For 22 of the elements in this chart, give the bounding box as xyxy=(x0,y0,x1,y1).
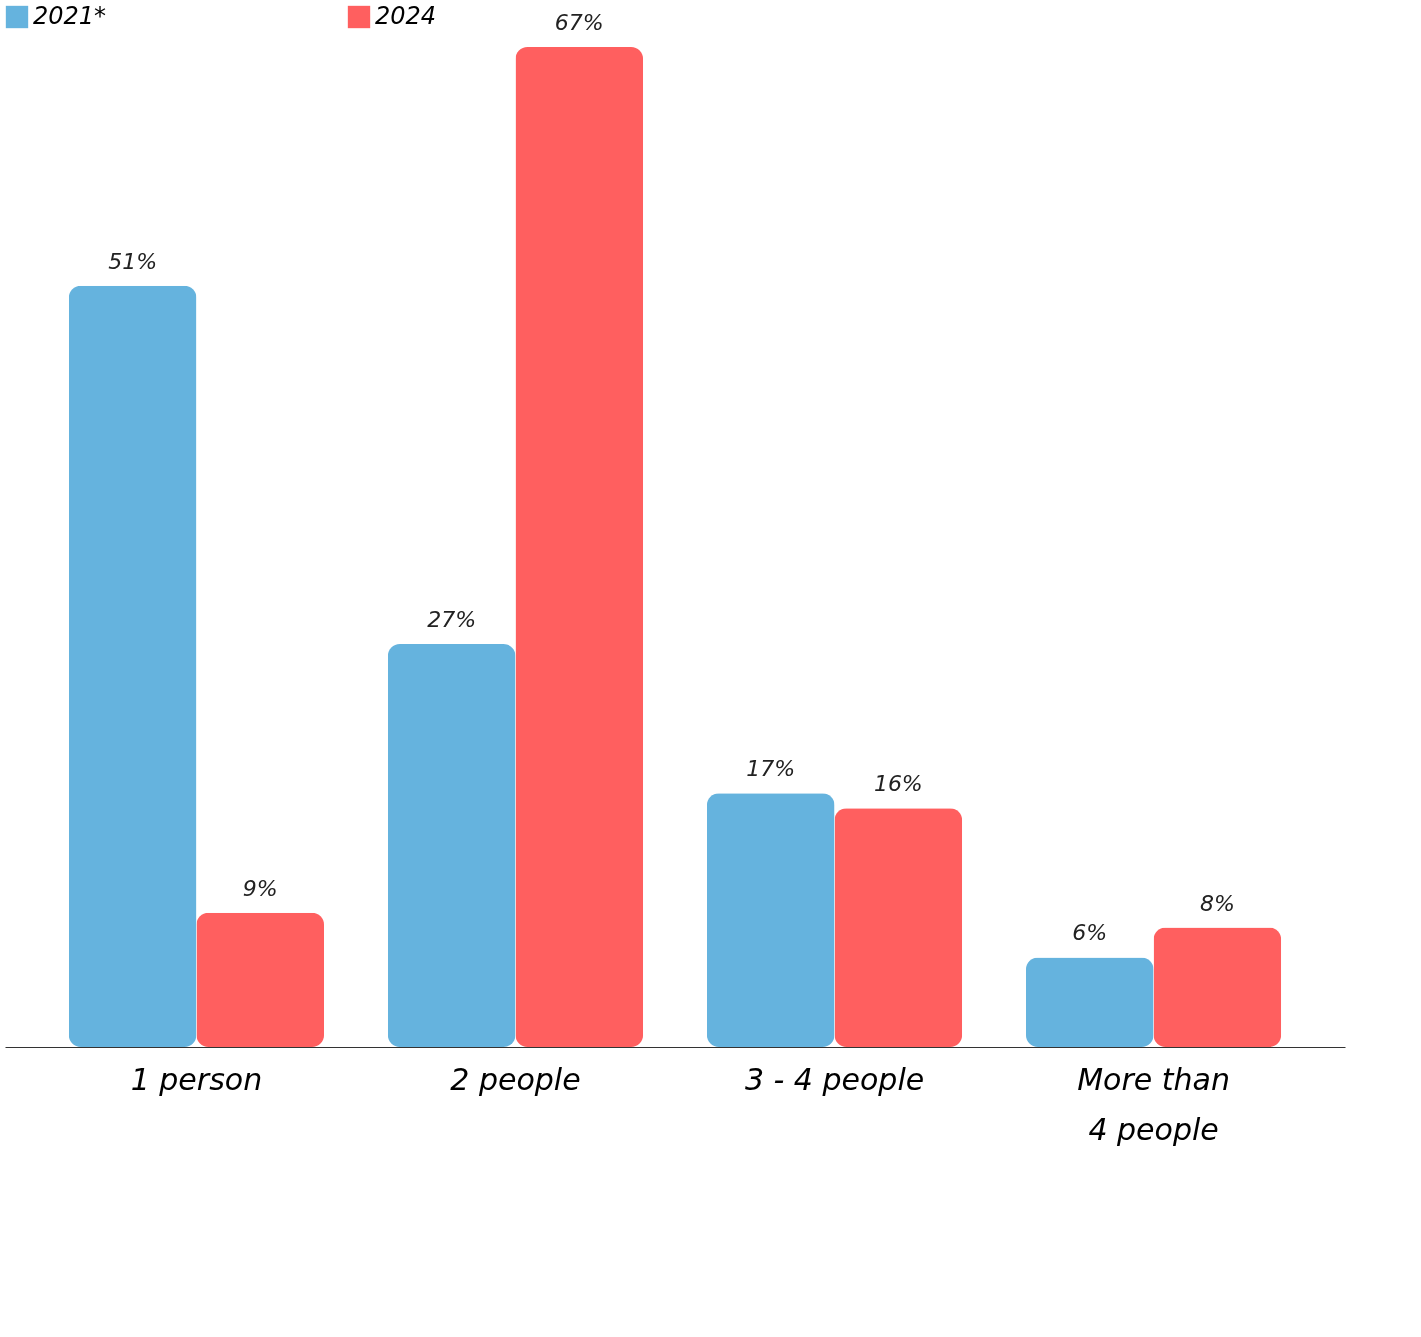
legend-label: 2021* xyxy=(33,2,107,30)
bar xyxy=(515,47,644,1047)
x-tick-label: 2 people xyxy=(450,1061,581,1097)
data-label: 51% xyxy=(108,248,158,274)
bar xyxy=(1153,927,1282,1047)
bar xyxy=(387,644,516,1047)
data-label: 27% xyxy=(427,607,477,633)
bar xyxy=(196,912,325,1047)
bar xyxy=(834,808,963,1047)
data-label: 17% xyxy=(746,756,796,782)
x-tick-label: 3 - 4 people xyxy=(744,1061,925,1097)
data-label: 67% xyxy=(554,10,604,35)
data-label: 6% xyxy=(1072,920,1108,946)
x-tick-label: More than 4 people xyxy=(1077,1061,1230,1147)
data-label: 8% xyxy=(1199,890,1235,916)
data-label: 16% xyxy=(873,771,923,797)
bar xyxy=(68,285,197,1047)
data-label: 9% xyxy=(242,875,278,901)
legend-label: 2024 xyxy=(375,2,437,30)
x-tick-label: 1 person xyxy=(130,1061,263,1097)
bar xyxy=(1025,957,1154,1047)
bar xyxy=(706,793,835,1047)
